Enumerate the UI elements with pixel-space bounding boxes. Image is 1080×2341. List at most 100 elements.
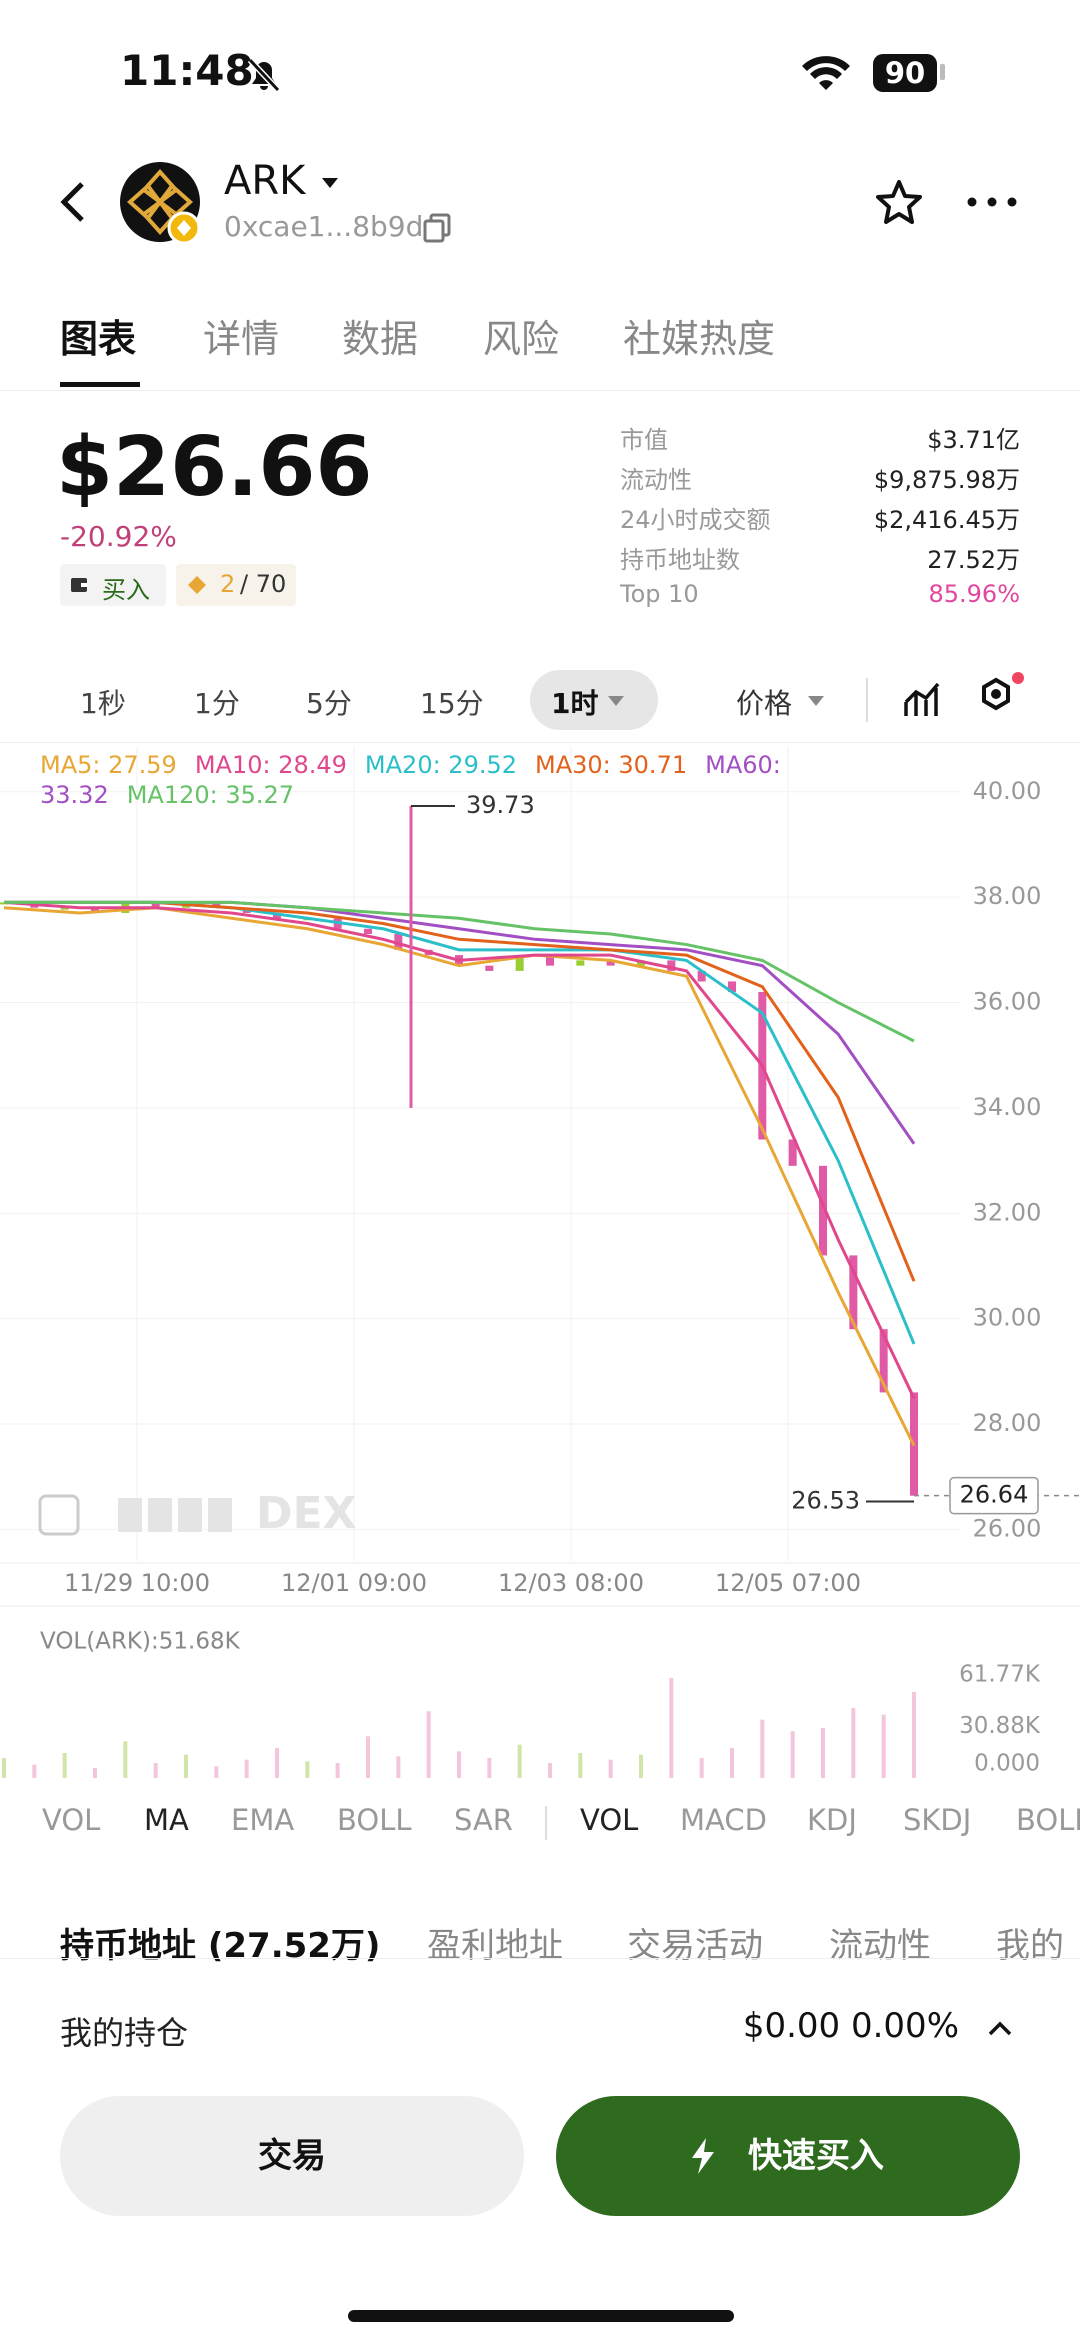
volume-tick-label: 30.88K [959,1713,1041,1739]
indicator-tab[interactable]: VOL [580,1803,639,1837]
volume-bar [851,1707,856,1778]
candle [364,928,372,935]
count-total: / 70 [240,570,287,598]
y-tick-label: 34.00 [973,1093,1042,1121]
tab-underline [60,382,140,387]
low-label: 26.53 [791,1486,860,1514]
stat-value: 85.96% [928,580,1020,608]
candle [60,907,69,910]
x-tick-label: 11/29 10:00 [64,1569,210,1597]
volume-bar [578,1752,583,1778]
indicator-tab[interactable]: SKDJ [903,1803,972,1837]
price-mode[interactable]: 价格 [736,687,793,720]
volume-bar [881,1714,886,1778]
timeframe[interactable]: 1分 [194,687,240,720]
token-address: 0xcae1...8b9d [224,210,424,243]
bottom-tab[interactable]: 持币地址 (27.52万) [60,1926,381,1966]
candle [728,981,736,992]
volume-bar [32,1764,37,1778]
volume-tick-label: 0.000 [974,1751,1040,1777]
volume-bar [2,1757,6,1778]
copy-icon[interactable] [422,212,454,244]
high-label: 39.73 [466,791,535,819]
more-menu[interactable] [964,190,1020,214]
stat-value: 27.52万 [927,546,1020,574]
trade-button[interactable]: 交易 [60,2096,524,2216]
battery: 90 [873,54,937,92]
volume-bar [639,1754,643,1778]
volume-bar [123,1741,128,1778]
indicator-icon[interactable] [902,678,944,720]
price-change: -20.92% [60,520,177,553]
quick-buy-button[interactable]: 快速买入 [556,2096,1020,2216]
timeframe[interactable]: 5分 [306,687,352,720]
tab[interactable]: 风险 [483,317,560,361]
tab[interactable]: 数据 [342,317,419,361]
price: $26.66 [56,420,373,515]
indicator-tab[interactable]: EMA [231,1803,295,1837]
indicator-tab[interactable]: VOL [42,1803,101,1837]
candle [515,955,524,971]
diamond-icon [188,576,206,594]
candle [788,1139,797,1166]
collapse-icon[interactable] [986,2018,1014,2038]
settings-icon[interactable] [974,670,1026,722]
volume-bar [93,1767,97,1778]
candle [667,960,676,971]
timeframe-pill[interactable] [530,670,658,730]
bottom-tab[interactable]: 我的 [996,1926,1064,1966]
stat-label: 流动性 [620,466,692,494]
indicator-tab[interactable]: SAR [454,1803,513,1837]
watermark-block [148,1498,172,1532]
divider [866,678,868,722]
volume-bar [244,1759,249,1778]
legend-entry: MA30: 30.71 [535,751,688,779]
candle [606,960,615,966]
candle [879,1329,888,1393]
volume-bar [305,1761,310,1778]
divider [0,742,1080,743]
buy-tag-text: 买入 [102,576,150,604]
last-price: 26.64 [960,1481,1029,1509]
ma-legend: MA5: 27.59 MA10: 28.49 MA20: 29.52 MA30: 30… [40,750,940,810]
timeframe[interactable]: 15分 [420,687,484,720]
timeframe-selected[interactable]: 1时 [551,687,599,720]
indicator-tab[interactable]: KDJ [807,1803,857,1837]
volume-bar [821,1727,825,1778]
tab[interactable]: 社媒热度 [623,317,776,361]
y-tick-label: 40.00 [973,777,1042,805]
bottom-tab[interactable]: 盈利地址 [427,1926,563,1966]
volume-bar [426,1711,431,1778]
indicator-tab[interactable]: MA [144,1803,189,1837]
indicator-tab[interactable]: MACD [680,1803,767,1837]
tab[interactable]: 详情 [203,317,280,361]
candle [151,902,160,908]
indicator-tab[interactable]: BOLL [337,1803,412,1837]
status-time: 11:48 [120,46,254,95]
volume-bar [214,1766,219,1778]
tab[interactable]: 图表 [60,317,137,361]
volume-label: VOL(ARK):51.68K [40,1629,241,1655]
x-tick-label: 12/03 08:00 [498,1569,644,1597]
x-tick-label: 12/05 07:00 [715,1569,861,1597]
candle [91,907,99,913]
count: 2 [220,570,236,598]
favorite-star[interactable] [874,178,924,228]
timeframe[interactable]: 1秒 [80,687,126,720]
indicator-tab[interactable]: BOLL [1016,1803,1080,1837]
y-tick-label: 32.00 [973,1198,1042,1226]
volume-bar [608,1759,613,1778]
bottom-tab[interactable]: 流动性 [829,1926,931,1966]
bottom-tab[interactable]: 交易活动 [627,1926,763,1966]
stat-label: 24小时成交额 [620,506,771,534]
candle [485,965,494,971]
y-tick-label: 26.00 [973,1514,1042,1542]
stat-label: 持币地址数 [620,546,740,574]
token-name[interactable]: ARK [224,158,306,204]
volume-bar [669,1677,674,1778]
buy-tag[interactable]: 买入 [60,564,166,606]
back-button[interactable] [56,180,92,224]
candle [576,960,585,966]
volume-bar [730,1747,734,1778]
